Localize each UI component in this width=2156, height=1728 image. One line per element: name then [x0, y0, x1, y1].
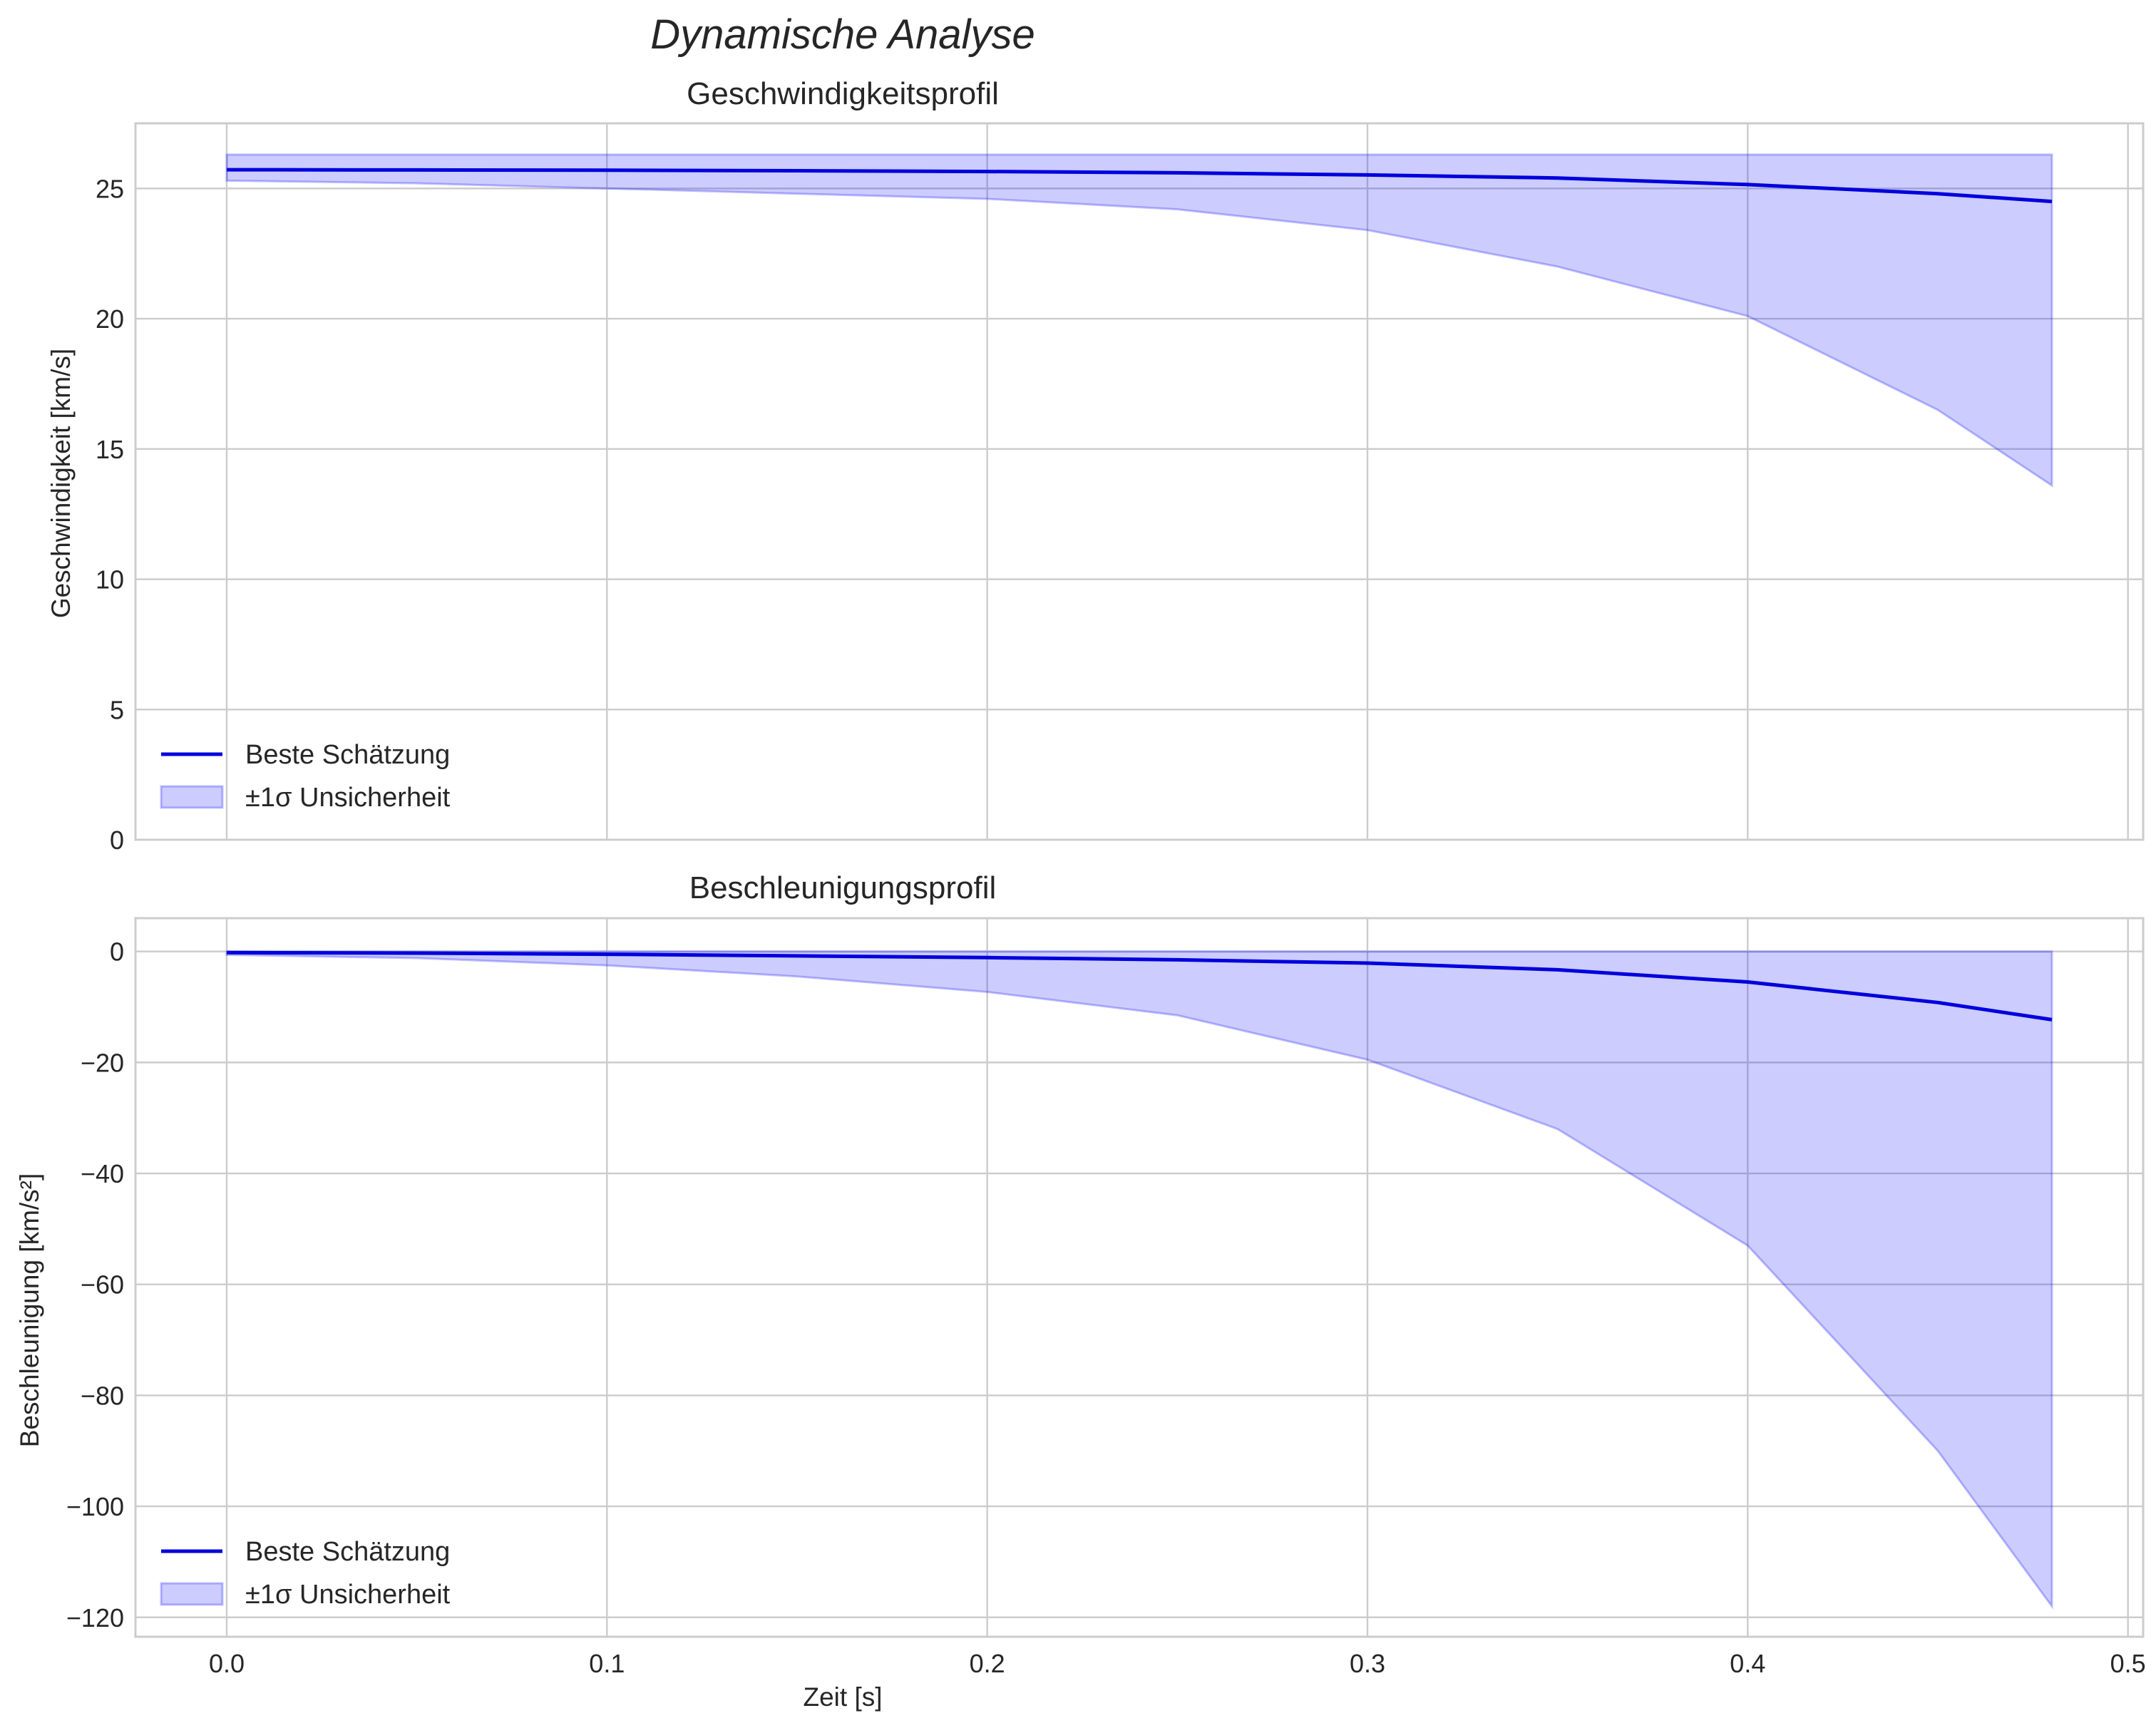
acceleration-legend-band-swatch: [160, 1582, 224, 1606]
acceleration-xlabel: Zeit [s]: [803, 1682, 882, 1712]
velocity-ytick-label: 5: [110, 695, 124, 724]
acceleration-grid: [135, 918, 2143, 1637]
acceleration-xtick-label: 0.0: [209, 1649, 245, 1678]
velocity-legend-band-label: ±1σ Unsicherheit: [245, 783, 451, 813]
acceleration-ytick-label: −60: [81, 1270, 124, 1300]
velocity-title: Geschwindigkeitsprofil: [687, 76, 999, 111]
acceleration-ytick-label: −40: [81, 1159, 124, 1188]
velocity-uncertainty-band: [225, 153, 2053, 488]
acceleration-xtick-label: 0.1: [589, 1649, 625, 1678]
acceleration-uncertainty-band: [225, 950, 2053, 1610]
acceleration-xtick-label: 0.3: [1350, 1649, 1385, 1678]
acceleration-frame: [134, 917, 2145, 1638]
acceleration-ytick-label: 0: [110, 937, 124, 967]
velocity-legend: Beste Schätzung ±1σ Unsicherheit: [160, 740, 451, 813]
velocity-legend-line-label: Beste Schätzung: [245, 740, 450, 770]
acceleration-ylabel: Beschleunigung [km/s²]: [15, 1173, 44, 1448]
velocity-axes: Geschwindigkeitsprofil Geschwindigkeit […: [46, 76, 2145, 855]
figure-suptitle: Dynamische Analyse: [650, 11, 1035, 58]
velocity-ytick-label: 0: [110, 826, 124, 855]
velocity-frame: [134, 122, 2145, 841]
velocity-ytick-label: 10: [96, 565, 124, 595]
velocity-ytick-label: 15: [96, 435, 124, 464]
acceleration-title: Beschleunigungsprofil: [689, 870, 997, 905]
acceleration-xtick-label: 0.4: [1730, 1649, 1765, 1678]
acceleration-ytick-label: −80: [81, 1381, 124, 1410]
acceleration-axes: Beschleunigungsprofil Beschleunigung [km…: [15, 870, 2146, 1712]
velocity-ytick-label: 25: [96, 174, 124, 203]
acceleration-legend-line-label: Beste Schätzung: [245, 1537, 450, 1567]
acceleration-ytick-label: −20: [81, 1048, 124, 1077]
velocity-legend-band-swatch: [160, 785, 224, 809]
acceleration-xtick-label: 0.2: [970, 1649, 1005, 1678]
velocity-ylabel: Geschwindigkeit [km/s]: [46, 349, 76, 618]
acceleration-legend: Beste Schätzung ±1σ Unsicherheit: [160, 1537, 451, 1610]
acceleration-xtick-label: 0.5: [2110, 1649, 2146, 1678]
acceleration-legend-band-label: ±1σ Unsicherheit: [245, 1580, 451, 1610]
velocity-ytick-label: 20: [96, 304, 124, 334]
acceleration-ytick-label: −120: [66, 1603, 124, 1632]
acceleration-ytick-label: −100: [66, 1492, 124, 1521]
